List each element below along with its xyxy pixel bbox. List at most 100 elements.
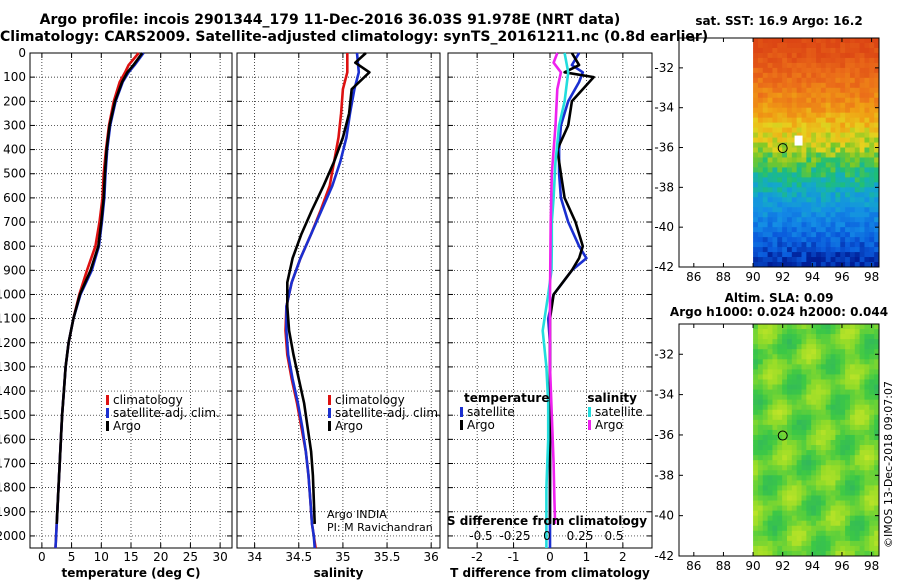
x-axis-label: temperature (deg C) <box>62 566 201 580</box>
lon-tick-label: 92 <box>775 270 790 284</box>
y-tick-label: 500 <box>3 167 26 181</box>
legend-swatch <box>460 420 463 430</box>
legend-title: salinity <box>587 391 637 405</box>
figure-title-line2: Climatology: CARS2009. Satellite-adjuste… <box>0 29 709 45</box>
legend-label: Argo <box>595 418 623 432</box>
secondary-x-tick-label: 0.5 <box>604 529 623 543</box>
lon-tick-label: 88 <box>716 270 731 284</box>
legend-swatch <box>328 395 331 405</box>
lon-tick-label: 86 <box>686 270 701 284</box>
y-tick-label: 1800 <box>0 481 26 495</box>
secondary-x-tick-label: 0 <box>543 529 551 543</box>
map-title: Altim. SLA: 0.09 <box>725 291 834 305</box>
legend-label: satellite-adj. clim. <box>113 406 220 420</box>
y-tick-label: 1100 <box>0 312 26 326</box>
lon-tick-label: 92 <box>775 559 790 573</box>
y-tick-label: 1500 <box>0 408 26 422</box>
missing-data-patch <box>794 135 803 146</box>
legend-swatch <box>328 408 331 418</box>
lon-tick-label: 86 <box>686 559 701 573</box>
x-tick-label: 15 <box>123 550 138 564</box>
x-tick-label: 30 <box>212 550 227 564</box>
lat-tick-label: -32 <box>654 347 674 361</box>
lat-tick-label: -40 <box>654 509 674 523</box>
legend-swatch <box>328 421 331 431</box>
x-tick-label: 34 <box>247 550 262 564</box>
x-tick-label: -1 <box>508 550 520 564</box>
lat-tick-label: -34 <box>654 388 674 402</box>
x-tick-label: 36 <box>424 550 439 564</box>
legend-swatch <box>460 407 463 417</box>
series-line-salinity-argo <box>548 52 563 524</box>
lon-tick-label: 90 <box>745 270 760 284</box>
y-tick-label: 1700 <box>0 456 26 470</box>
legend-label: climatology <box>335 393 405 407</box>
y-tick-label: 700 <box>3 215 26 229</box>
lon-tick-label: 98 <box>864 559 879 573</box>
legend-swatch <box>106 395 109 405</box>
legend-label: Argo <box>335 419 363 433</box>
y-tick-label: 1300 <box>0 360 26 374</box>
figure-title-line1: Argo profile: incois 2901344_179 11-Dec-… <box>39 12 621 28</box>
legend-label: Argo <box>113 419 141 433</box>
map-frame <box>678 323 880 557</box>
y-tick-label: 600 <box>3 191 26 205</box>
lat-tick-label: -38 <box>654 468 674 482</box>
secondary-x-tick-label: 0.25 <box>567 529 594 543</box>
secondary-x-axis-label: S difference from climatology <box>447 514 647 528</box>
legend-swatch <box>106 408 109 418</box>
series-line-satellite-adj-clim- <box>54 52 145 549</box>
lon-tick-label: 94 <box>805 559 820 573</box>
legend-swatch <box>588 407 591 417</box>
x-tick-label: 0 <box>38 550 46 564</box>
x-tick-label: 25 <box>183 550 198 564</box>
lon-tick-label: 96 <box>834 559 849 573</box>
series-line-satellite-adj-clim- <box>285 52 361 549</box>
map-subtitle: Argo h1000: 0.024 h2000: 0.044 <box>670 305 888 319</box>
series-line-climatology <box>284 53 349 549</box>
legend-label: satellite <box>467 405 515 419</box>
legend-swatch <box>106 421 109 431</box>
secondary-x-tick-label: -0.25 <box>499 529 530 543</box>
copyright-credit: ©IMOS 13-Dec-2018 09:07:07 <box>882 381 895 548</box>
y-tick-label: 0 <box>18 46 26 60</box>
x-tick-label: 0 <box>546 550 554 564</box>
legend-label: Argo <box>467 418 495 432</box>
x-tick-label: 34.5 <box>285 550 312 564</box>
map-frame <box>678 37 880 268</box>
lon-tick-label: 88 <box>716 559 731 573</box>
y-tick-label: 800 <box>3 239 26 253</box>
x-tick-label: 5 <box>68 550 76 564</box>
x-tick-label: 2 <box>619 550 627 564</box>
lon-tick-label: 98 <box>864 270 879 284</box>
y-tick-label: 900 <box>3 263 26 277</box>
annotation-line: Argo INDIA <box>327 508 387 521</box>
y-tick-label: 1900 <box>0 505 26 519</box>
y-tick-label: 400 <box>3 143 26 157</box>
lat-tick-label: -42 <box>654 260 674 274</box>
legend-label: climatology <box>113 393 183 407</box>
x-tick-label: 20 <box>153 550 168 564</box>
map-title: sat. SST: 16.9 Argo: 16.2 <box>695 14 862 28</box>
x-axis-label: salinity <box>314 566 364 580</box>
lat-tick-label: -36 <box>654 428 674 442</box>
legend-label: satellite <box>595 405 643 419</box>
y-tick-label: 200 <box>3 94 26 108</box>
x-tick-label: 1 <box>583 550 591 564</box>
lat-tick-label: -32 <box>654 61 674 75</box>
lon-tick-label: 96 <box>834 270 849 284</box>
x-tick-label: 35 <box>335 550 350 564</box>
lon-tick-label: 90 <box>745 559 760 573</box>
series-line-argo <box>55 52 144 524</box>
float-position-marker <box>777 430 788 441</box>
series-line-climatology <box>54 52 140 549</box>
legend-swatch <box>588 420 591 430</box>
y-tick-label: 1400 <box>0 384 26 398</box>
lat-tick-label: -40 <box>654 220 674 234</box>
series-line-argo <box>285 52 371 524</box>
y-tick-label: 1200 <box>0 336 26 350</box>
float-position-marker <box>777 143 788 154</box>
lat-tick-label: -34 <box>654 101 674 115</box>
plot-frame <box>236 52 441 549</box>
